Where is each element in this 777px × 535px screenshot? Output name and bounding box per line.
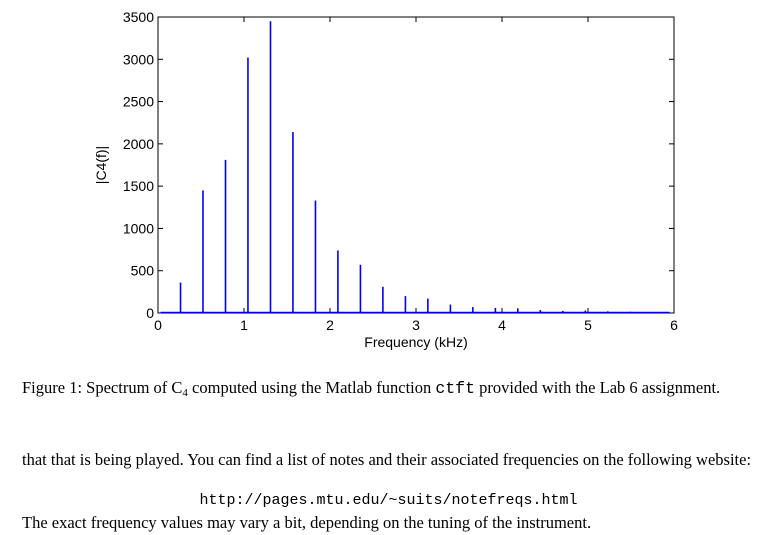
- x-tick-label: 3: [412, 317, 420, 333]
- y-tick-label: 500: [131, 263, 155, 279]
- y-tick-label: 1500: [123, 178, 154, 194]
- y-tick-label: 0: [146, 305, 154, 321]
- notefreqs-url: http://pages.mtu.edu/~suits/notefreqs.ht…: [199, 492, 578, 509]
- y-tick-label: 2000: [123, 136, 154, 152]
- body-paragraph: that that is being played. You can find …: [22, 450, 752, 469]
- spectrum-series: [160, 21, 670, 313]
- y-tick-label: 2500: [123, 94, 154, 110]
- y-axis-label: |C4(f)|: [93, 146, 109, 184]
- x-axis-label: Frequency (kHz): [364, 334, 467, 350]
- x-tick-label: 2: [326, 317, 334, 333]
- caption-code: ctft: [435, 379, 475, 398]
- x-tick-label: 4: [498, 317, 506, 333]
- caption-subscript: 4: [182, 387, 188, 399]
- caption-text-before: Spectrum of C: [86, 378, 183, 397]
- axis-ticks: 0 1 2 3 4 5 6 0 500 1000 1500 2000 2500 3000 3500: [123, 9, 678, 333]
- figure-caption: Figure 1: Spectrum of C4 computed using …: [22, 377, 757, 399]
- x-tick-label: 6: [670, 317, 678, 333]
- y-tick-label: 3500: [123, 9, 154, 25]
- spectrum-chart: 0 1 2 3 4 5 6 0 500 1000 1500 2000 2500 3000 3500 Freq…: [93, 9, 678, 350]
- x-tick-label: 0: [154, 317, 162, 333]
- body-last-line: The exact frequency values may vary a bi…: [22, 513, 592, 532]
- x-tick-label: 5: [584, 317, 592, 333]
- x-tick-label: 1: [240, 317, 248, 333]
- y-tick-label: 1000: [123, 220, 154, 236]
- y-tick-label: 3000: [123, 51, 154, 67]
- caption-text-middle: computed using the Matlab function: [192, 378, 432, 397]
- plot-area: [157, 16, 675, 314]
- caption-text-after: provided with the Lab 6 assignment.: [479, 378, 721, 397]
- caption-label: Figure 1:: [22, 378, 83, 397]
